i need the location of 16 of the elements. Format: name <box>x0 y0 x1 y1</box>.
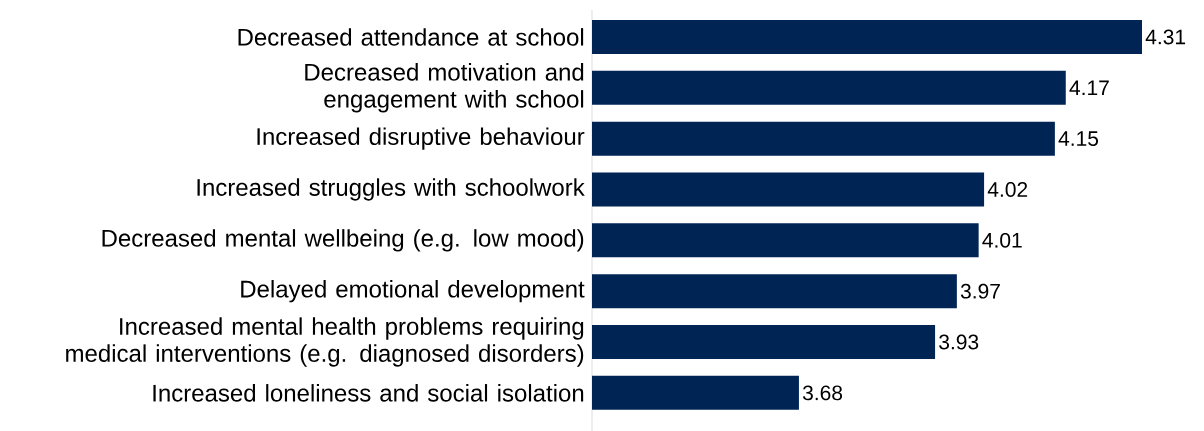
y-tick-label: Increased disruptive behaviour <box>257 127 585 150</box>
y-tick-label: Decreased motivation and engagement with school <box>305 63 584 113</box>
data-label: 4.02 <box>987 182 1028 197</box>
data-label: 4.01 <box>982 232 1022 248</box>
data-label: 4.15 <box>1058 131 1099 146</box>
data-label: 3.68 <box>802 385 843 401</box>
y-tick-label: Decreased attendance at school <box>238 28 584 46</box>
y-tick-label: Increased mental health problems requiring medical interventions (e.g. diagnosed disorders) <box>66 317 584 367</box>
data-label: 3.93 <box>939 334 979 350</box>
data-label: 4.31 <box>1145 29 1186 45</box>
data-label: 3.97 <box>960 283 1000 299</box>
y-tick-label: Increased struggles with schoolwork <box>197 178 585 201</box>
y-tick-label: Decreased mental wellbeing (e.g. low mood) <box>102 229 584 252</box>
y-tick-label: Increased loneliness and social isolation <box>153 384 584 402</box>
data-label: 4.17 <box>1069 80 1109 96</box>
y-tick-label: Delayed emotional development <box>241 279 585 303</box>
